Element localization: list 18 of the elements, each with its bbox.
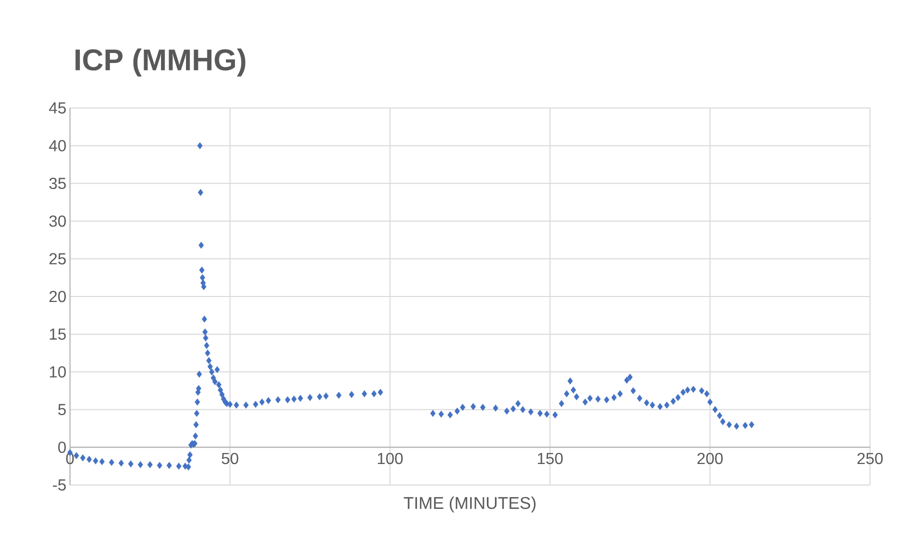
y-tick-label: 35 [49,178,66,190]
x-tick-label: 100 [378,452,403,464]
chart-title: ICP (MMHG) [76,48,246,76]
x-tick-label: 250 [857,452,883,464]
y-tick-label: 15 [50,328,66,340]
y-tick-label: 20 [49,290,66,302]
x-axis-title: TIME (MINUTES) [404,496,536,512]
y-tick-label: 5 [58,404,66,416]
y-tick-label: 0 [58,442,66,453]
y-tick-label: 40 [49,140,66,152]
x-tick-label: 200 [697,452,723,464]
y-tick-label: 30 [49,215,66,227]
y-tick-label: 45 [49,102,66,114]
y-tick-label: 25 [49,253,66,264]
y-tick-label: 10 [50,366,66,378]
y-tick-label: -5 [52,479,66,491]
x-tick-label: 50 [222,452,238,464]
x-tick-label: 150 [538,452,563,464]
